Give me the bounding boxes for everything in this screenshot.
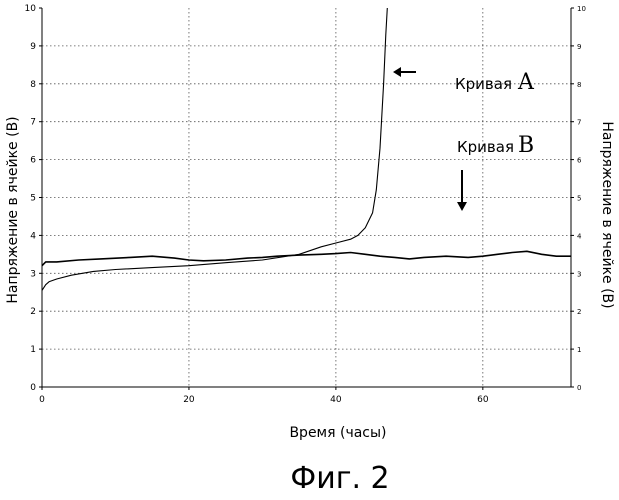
y-tick-label-right: 3 [577, 270, 581, 278]
x-tick-label: 20 [183, 395, 195, 405]
figure-caption: Фиг. 2 [290, 461, 389, 496]
y-tick-label-left: 4 [30, 231, 36, 241]
annotation-curve-a: Кривая A [393, 67, 535, 95]
arrow-down-icon [457, 170, 467, 211]
x-axis-label: Время (часы) [289, 425, 386, 441]
y-tick-label-left: 10 [25, 4, 37, 14]
y-tick-label-left: 6 [30, 156, 36, 166]
y-tick-label-left: 1 [30, 345, 36, 355]
y-tick-label-right: 5 [577, 195, 581, 203]
y-tick-label-left: 2 [30, 307, 36, 317]
y-tick-label-left: 0 [30, 383, 36, 393]
y-tick-label-left: 5 [30, 194, 36, 204]
y-tick-label-right: 0 [577, 384, 581, 392]
y-tick-label-left: 8 [30, 80, 36, 90]
y-tick-label-left: 9 [30, 42, 36, 52]
y-axis-right-ticks: 0 1 2 3 4 5 6 7 8 9 10 [571, 5, 586, 392]
y-tick-label-right: 6 [577, 157, 582, 165]
arrow-left-icon [393, 67, 416, 77]
y-axis-left-label: Напряжение в ячейке (В) [5, 116, 21, 303]
y-tick-label-left: 7 [30, 118, 36, 128]
x-tick-label: 60 [477, 395, 489, 405]
y-tick-label-right: 9 [577, 43, 581, 51]
y-axis-right-label: Напряжение в ячейке (В) [599, 121, 615, 308]
y-tick-label-right: 1 [577, 346, 581, 354]
y-tick-label-left: 3 [30, 269, 36, 279]
annotation-curve-b: Кривая B [457, 133, 534, 211]
annotation-curve-b-letter: B [518, 133, 534, 158]
y-tick-label-right: 10 [577, 5, 586, 13]
y-axis-left-ticks: 0 1 2 3 4 5 6 7 8 9 10 [25, 4, 42, 393]
annotation-curve-b-text: Кривая [457, 138, 514, 156]
y-tick-label-right: 8 [577, 81, 581, 89]
annotation-curve-a-text: Кривая [455, 75, 512, 93]
x-tick-label: 0 [39, 395, 45, 405]
x-axis-ticks: 0 20 40 60 [39, 387, 489, 405]
annotation-curve-a-letter: A [517, 70, 535, 95]
grid [42, 8, 571, 387]
y-tick-label-right: 2 [577, 308, 581, 316]
x-tick-label: 40 [330, 395, 342, 405]
y-tick-label-right: 7 [577, 119, 581, 127]
y-tick-label-right: 4 [577, 232, 582, 240]
series-line-curve-b [42, 251, 571, 265]
